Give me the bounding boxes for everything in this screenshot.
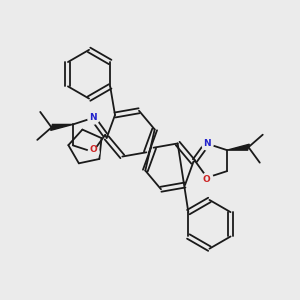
Polygon shape xyxy=(227,144,249,150)
Text: O: O xyxy=(90,145,98,154)
Polygon shape xyxy=(51,124,73,130)
Text: N: N xyxy=(89,113,97,122)
Text: O: O xyxy=(202,176,210,184)
Text: N: N xyxy=(203,139,211,148)
